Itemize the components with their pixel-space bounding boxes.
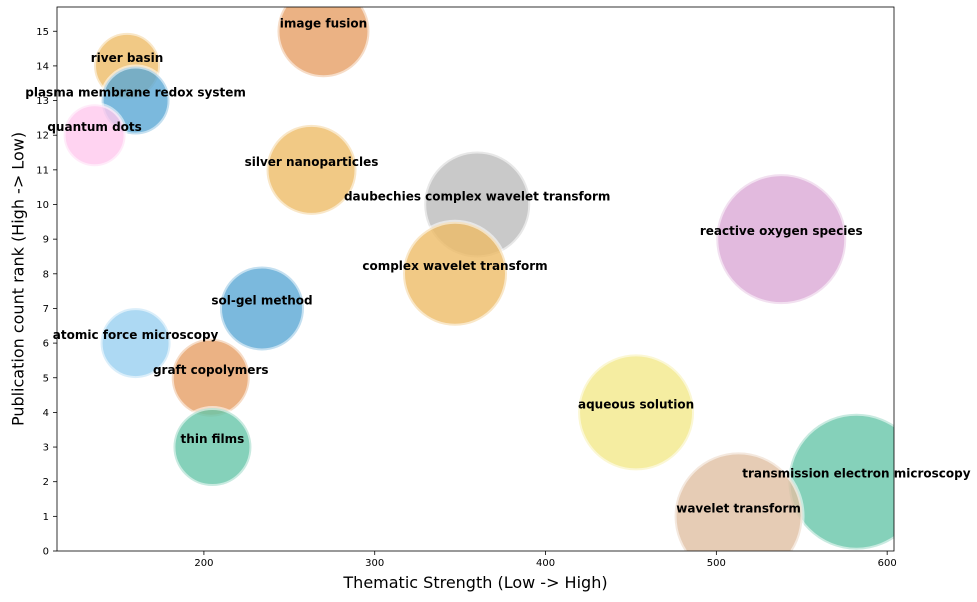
y-tick-label: 11 [36, 165, 49, 176]
bubble-label-6: reactive oxygen species [700, 224, 863, 238]
x-tick-label: 600 [878, 558, 897, 569]
y-tick-label: 9 [43, 235, 49, 246]
bubble-3 [61, 102, 128, 169]
x-tick-label: 500 [707, 558, 726, 569]
bubble-0 [275, 7, 372, 80]
bubble-label-3: quantum dots [47, 120, 141, 134]
bubble-label-1: river basin [91, 51, 164, 65]
x-tick-label: 400 [536, 558, 555, 569]
y-tick-label: 14 [36, 61, 49, 72]
bubble-label-11: aqueous solution [578, 397, 694, 411]
bubble-label-12: thin films [181, 432, 245, 446]
x-tick-label: 300 [365, 558, 384, 569]
x-axis-title: Thematic Strength (Low -> High) [342, 573, 607, 592]
bubble-label-2: plasma membrane redox system [25, 86, 246, 100]
bubble-7 [401, 219, 510, 328]
y-tick-label: 3 [43, 443, 49, 454]
y-tick-label: 5 [43, 373, 49, 384]
y-tick-label: 10 [36, 200, 49, 211]
bubble-label-0: image fusion [280, 16, 367, 30]
bubble-label-14: wavelet transform [676, 501, 801, 515]
y-tick-label: 2 [43, 477, 49, 488]
y-axis-title: Publication count rank (High -> Low) [9, 132, 28, 426]
y-tick-label: 4 [43, 408, 49, 419]
bubble-label-5: daubechies complex wavelet transform [344, 190, 610, 204]
y-tick-label: 1 [43, 512, 49, 523]
bubble-label-4: silver nanoparticles [245, 155, 379, 169]
y-tick-label: 7 [43, 304, 49, 315]
bubble-label-10: graft copolymers [153, 363, 269, 377]
bubble-10 [169, 336, 252, 419]
bubble-labels-layer: image fusion river basin plasma membrane r… [25, 16, 971, 515]
plot-area-frame [56, 6, 895, 552]
bubble-4 [264, 122, 359, 217]
bubble-8 [217, 264, 306, 353]
bubble-label-8: sol-gel method [211, 293, 312, 307]
bubble-6 [714, 172, 849, 307]
bubble-label-9: atomic force microscopy [53, 328, 219, 342]
bubble-label-13: transmission electron microscopy [742, 467, 971, 481]
bubble-12 [171, 406, 254, 489]
bubble-label-7: complex wavelet transform [362, 259, 547, 273]
y-tick-label: 15 [36, 27, 49, 38]
x-tick-label: 200 [194, 558, 213, 569]
x-axis-ticks: 200 300 400 500 600 [194, 551, 897, 569]
bubble-11 [576, 352, 697, 473]
y-tick-label: 6 [43, 339, 49, 350]
y-tick-label: 13 [36, 96, 49, 107]
bubble-14 [672, 450, 805, 551]
y-tick-label: 8 [43, 269, 49, 280]
bubbles-layer [61, 7, 894, 551]
y-tick-label: 0 [43, 547, 49, 558]
y-tick-label: 12 [36, 131, 49, 142]
bubble-9 [98, 306, 173, 381]
